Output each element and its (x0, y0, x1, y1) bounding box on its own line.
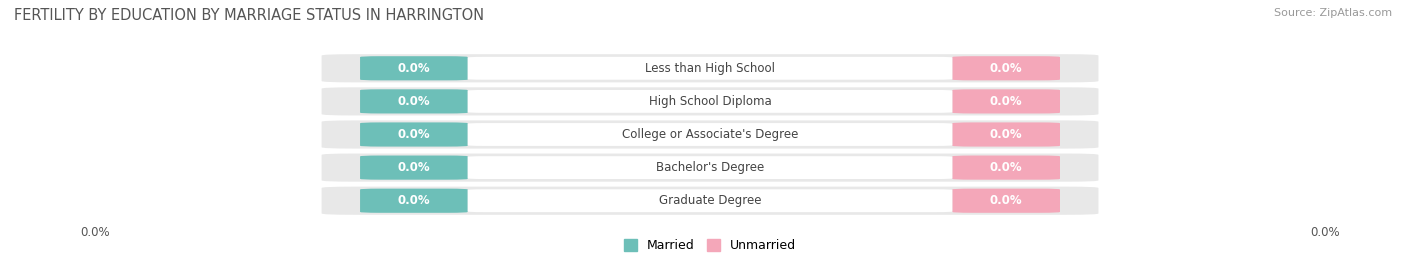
Text: High School Diploma: High School Diploma (648, 95, 772, 108)
FancyBboxPatch shape (360, 189, 468, 213)
FancyBboxPatch shape (360, 89, 468, 114)
Text: 0.0%: 0.0% (990, 161, 1022, 174)
FancyBboxPatch shape (952, 89, 1060, 114)
FancyBboxPatch shape (322, 87, 1098, 115)
Text: 0.0%: 0.0% (398, 95, 430, 108)
FancyBboxPatch shape (322, 154, 1098, 182)
FancyBboxPatch shape (468, 123, 952, 146)
FancyBboxPatch shape (468, 90, 952, 113)
FancyBboxPatch shape (952, 56, 1060, 80)
FancyBboxPatch shape (322, 54, 1098, 82)
FancyBboxPatch shape (322, 121, 1098, 148)
Legend: Married, Unmarried: Married, Unmarried (624, 239, 796, 252)
Text: 0.0%: 0.0% (990, 62, 1022, 75)
FancyBboxPatch shape (468, 189, 952, 212)
Text: 0.0%: 0.0% (990, 128, 1022, 141)
Text: Source: ZipAtlas.com: Source: ZipAtlas.com (1274, 8, 1392, 18)
Text: 0.0%: 0.0% (398, 128, 430, 141)
Text: College or Associate's Degree: College or Associate's Degree (621, 128, 799, 141)
FancyBboxPatch shape (322, 187, 1098, 215)
Text: 0.0%: 0.0% (990, 194, 1022, 207)
FancyBboxPatch shape (360, 122, 468, 147)
FancyBboxPatch shape (360, 56, 468, 80)
Text: FERTILITY BY EDUCATION BY MARRIAGE STATUS IN HARRINGTON: FERTILITY BY EDUCATION BY MARRIAGE STATU… (14, 8, 484, 23)
Text: 0.0%: 0.0% (990, 95, 1022, 108)
Text: Bachelor's Degree: Bachelor's Degree (657, 161, 763, 174)
Text: 0.0%: 0.0% (398, 161, 430, 174)
Text: Graduate Degree: Graduate Degree (659, 194, 761, 207)
FancyBboxPatch shape (952, 155, 1060, 180)
FancyBboxPatch shape (468, 156, 952, 179)
FancyBboxPatch shape (952, 122, 1060, 147)
FancyBboxPatch shape (468, 57, 952, 80)
FancyBboxPatch shape (360, 155, 468, 180)
Text: Less than High School: Less than High School (645, 62, 775, 75)
Text: 0.0%: 0.0% (398, 62, 430, 75)
Text: 0.0%: 0.0% (398, 194, 430, 207)
FancyBboxPatch shape (952, 189, 1060, 213)
